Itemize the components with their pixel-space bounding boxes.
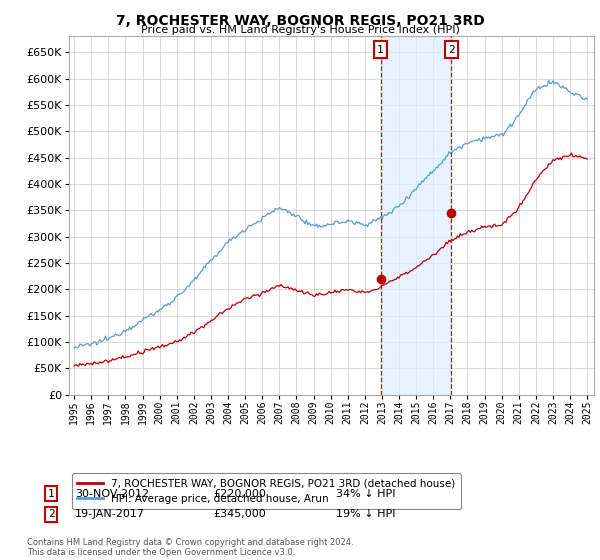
Text: Contains HM Land Registry data © Crown copyright and database right 2024.: Contains HM Land Registry data © Crown c…: [27, 538, 353, 547]
Legend: 7, ROCHESTER WAY, BOGNOR REGIS, PO21 3RD (detached house), HPI: Average price, d: 7, ROCHESTER WAY, BOGNOR REGIS, PO21 3RD…: [71, 474, 461, 509]
Text: £220,000: £220,000: [213, 489, 266, 499]
Text: 19-JAN-2017: 19-JAN-2017: [75, 509, 145, 519]
Text: 1: 1: [377, 45, 384, 54]
Text: 30-NOV-2012: 30-NOV-2012: [75, 489, 149, 499]
Text: 34% ↓ HPI: 34% ↓ HPI: [336, 489, 395, 499]
Text: Price paid vs. HM Land Registry's House Price Index (HPI): Price paid vs. HM Land Registry's House …: [140, 25, 460, 35]
Text: 7, ROCHESTER WAY, BOGNOR REGIS, PO21 3RD: 7, ROCHESTER WAY, BOGNOR REGIS, PO21 3RD: [116, 14, 484, 28]
Text: 1: 1: [47, 489, 55, 499]
Text: 2: 2: [47, 509, 55, 519]
Text: This data is licensed under the Open Government Licence v3.0.: This data is licensed under the Open Gov…: [27, 548, 295, 557]
Bar: [380, 36, 451, 395]
Text: 2: 2: [448, 45, 454, 54]
Text: £345,000: £345,000: [213, 509, 266, 519]
Text: 19% ↓ HPI: 19% ↓ HPI: [336, 509, 395, 519]
